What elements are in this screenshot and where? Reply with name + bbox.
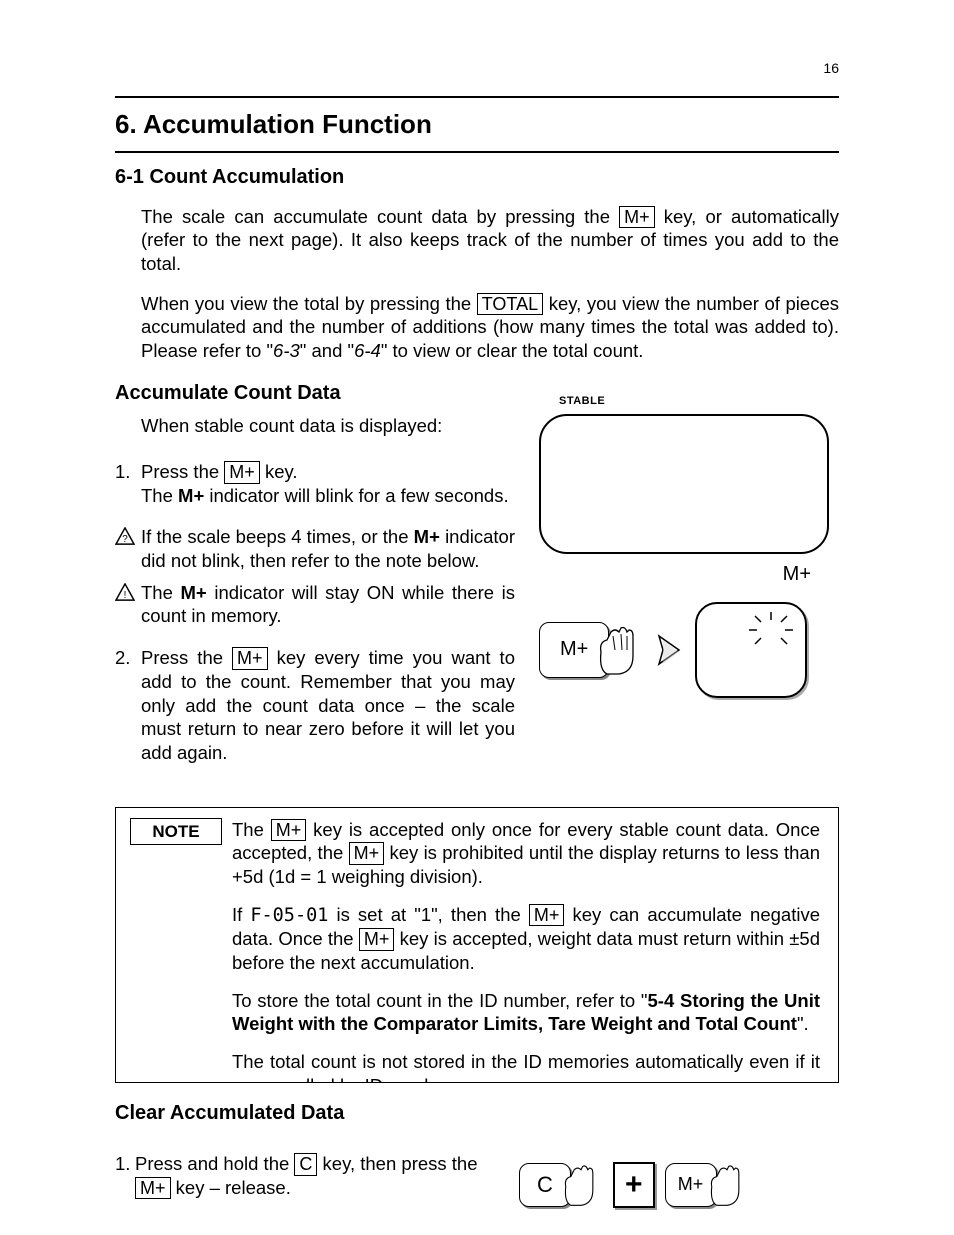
text: The scale can accumulate count data by p… bbox=[141, 206, 619, 227]
svg-text:!: ! bbox=[124, 590, 127, 601]
text: The bbox=[141, 485, 178, 506]
press-hand-icon bbox=[559, 1157, 603, 1213]
text: Press the bbox=[141, 461, 224, 482]
rule-under-chapter bbox=[115, 151, 839, 153]
text: indicator will blink for a few seconds. bbox=[204, 485, 508, 506]
keycap-mplus: M+ bbox=[224, 461, 260, 484]
warning-question-icon: ? bbox=[115, 527, 135, 545]
ref-5-4: 5-4 bbox=[648, 990, 675, 1011]
text: The bbox=[141, 582, 181, 603]
keycap-mplus: M+ bbox=[529, 904, 565, 927]
chapter-title: 6. Accumulation Function bbox=[115, 108, 839, 141]
keycap-mplus: M+ bbox=[349, 842, 385, 865]
intro-para-2: When you view the total by pressing the … bbox=[141, 292, 839, 363]
diagram-area: STABLE M+ M+ bbox=[539, 414, 839, 782]
press-hand-icon bbox=[705, 1157, 749, 1213]
section-title: 6-1 Count Accumulation bbox=[115, 165, 839, 191]
text: is set at "1", then the bbox=[328, 904, 529, 925]
sub-title-clear: Clear Accumulated Data bbox=[115, 1101, 839, 1127]
code-ref: F-05-01 bbox=[250, 905, 328, 926]
text: To store the total count in the ID numbe… bbox=[232, 990, 648, 1011]
stable-label: STABLE bbox=[559, 394, 605, 408]
note-box: NOTE The M+ key is accepted only once fo… bbox=[115, 807, 839, 1083]
keycap-c: C bbox=[294, 1153, 317, 1176]
key-label-mplus: M+ bbox=[539, 562, 811, 588]
step-number: 1. bbox=[115, 460, 141, 507]
lcd-display bbox=[539, 414, 829, 554]
ref-6-3: 6-3 bbox=[273, 340, 300, 361]
key-mplus-text: M+ bbox=[678, 1173, 704, 1196]
text: key, then press the bbox=[317, 1153, 477, 1174]
sub-title-accumulate: Accumulate Count Data bbox=[115, 381, 839, 407]
plus-symbol: + bbox=[613, 1162, 655, 1208]
keycap-total: TOTAL bbox=[477, 293, 543, 316]
keycap-mplus: M+ bbox=[271, 819, 307, 842]
text: If bbox=[232, 904, 250, 925]
indicator-box bbox=[695, 602, 807, 698]
keycap-mplus: M+ bbox=[135, 1177, 171, 1200]
text: Press and hold the bbox=[135, 1153, 294, 1174]
step-1: 1. Press the M+ key. The M+ indicator wi… bbox=[115, 460, 515, 507]
text: key – release. bbox=[171, 1177, 291, 1198]
text: If the scale beeps 4 times, or the bbox=[141, 526, 414, 547]
key-mplus-text: M+ bbox=[560, 637, 588, 663]
clear-step-1: 1. Press and hold the C key, then press … bbox=[115, 1152, 499, 1199]
blink-rays-icon bbox=[743, 610, 799, 652]
mplus-indicator: M+ bbox=[181, 582, 207, 603]
mplus-indicator: M+ bbox=[178, 485, 204, 506]
ref-6-4: 6-4 bbox=[354, 340, 381, 361]
step-number: 1. bbox=[115, 1152, 135, 1199]
step-2: 2. Press the M+ key every time you want … bbox=[115, 646, 515, 764]
svg-text:?: ? bbox=[122, 534, 128, 545]
key-c-text: C bbox=[537, 1171, 553, 1199]
text: The bbox=[232, 819, 271, 840]
intro-para-1: The scale can accumulate count data by p… bbox=[141, 205, 839, 276]
note-para-4: The total count is not stored in the ID … bbox=[232, 1050, 820, 1083]
rule-top bbox=[115, 96, 839, 98]
warning-2: ! The M+ indicator will stay ON while th… bbox=[115, 581, 515, 628]
warning-exclaim-icon: ! bbox=[115, 583, 135, 601]
clear-diagram: C + M+ bbox=[519, 1152, 839, 1217]
text: Press the bbox=[141, 647, 232, 668]
note-para-1: The M+ key is accepted only once for eve… bbox=[232, 818, 820, 889]
step-number: 2. bbox=[115, 646, 141, 764]
keycap-mplus: M+ bbox=[232, 647, 268, 670]
note-para-3: To store the total count in the ID numbe… bbox=[232, 989, 820, 1036]
text: key. bbox=[260, 461, 298, 482]
intro-line: When stable count data is displayed: bbox=[141, 414, 515, 438]
note-label: NOTE bbox=[130, 818, 222, 846]
text: When you view the total by pressing the bbox=[141, 293, 477, 314]
keycap-mplus: M+ bbox=[619, 206, 655, 229]
keycap-mplus: M+ bbox=[359, 928, 395, 951]
note-para-2: If F-05-01 is set at "1", then the M+ ke… bbox=[232, 903, 820, 975]
text: ". bbox=[797, 1013, 809, 1034]
arrow-right-icon bbox=[657, 634, 683, 666]
press-hand-icon bbox=[593, 622, 645, 678]
text: " to view or clear the total count. bbox=[381, 340, 644, 361]
mplus-indicator: M+ bbox=[414, 526, 440, 547]
text: " and " bbox=[300, 340, 354, 361]
warning-1: ? If the scale beeps 4 times, or the M+ … bbox=[115, 525, 515, 572]
page-number: 16 bbox=[115, 60, 839, 78]
